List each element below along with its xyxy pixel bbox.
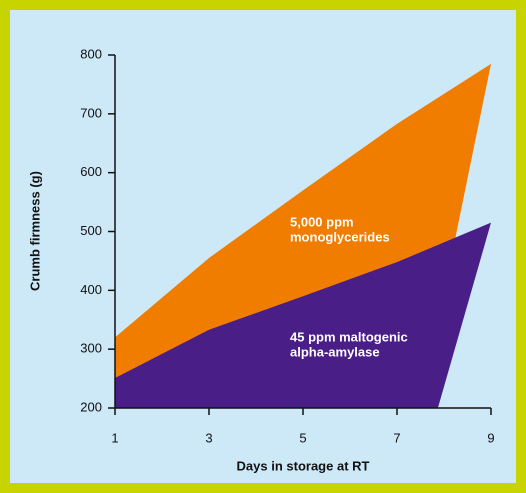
- y-tick-label: 400: [80, 282, 102, 297]
- x-tick-label: 5: [299, 430, 306, 445]
- annotation: alpha-amylase: [290, 344, 380, 359]
- y-tick-label: 200: [80, 399, 102, 414]
- y-tick-label: 500: [80, 223, 102, 238]
- annotation: 5,000 ppm: [290, 214, 354, 229]
- area: [115, 222, 491, 408]
- x-axis-label: Days in storage at RT: [237, 458, 370, 473]
- x-tick-label: 7: [393, 430, 400, 445]
- y-tick-label: 700: [80, 105, 102, 120]
- x-tick-label: 1: [111, 430, 118, 445]
- y-axis-label: Crumb firmness (g): [27, 171, 42, 291]
- y-tick-label: 300: [80, 341, 102, 356]
- annotation: 45 ppm maltogenic: [290, 329, 408, 344]
- y-tick-label: 800: [80, 46, 102, 61]
- x-tick-label: 9: [487, 430, 494, 445]
- annotation: monoglycerides: [290, 229, 390, 244]
- x-tick-label: 3: [205, 430, 212, 445]
- y-tick-label: 600: [80, 164, 102, 179]
